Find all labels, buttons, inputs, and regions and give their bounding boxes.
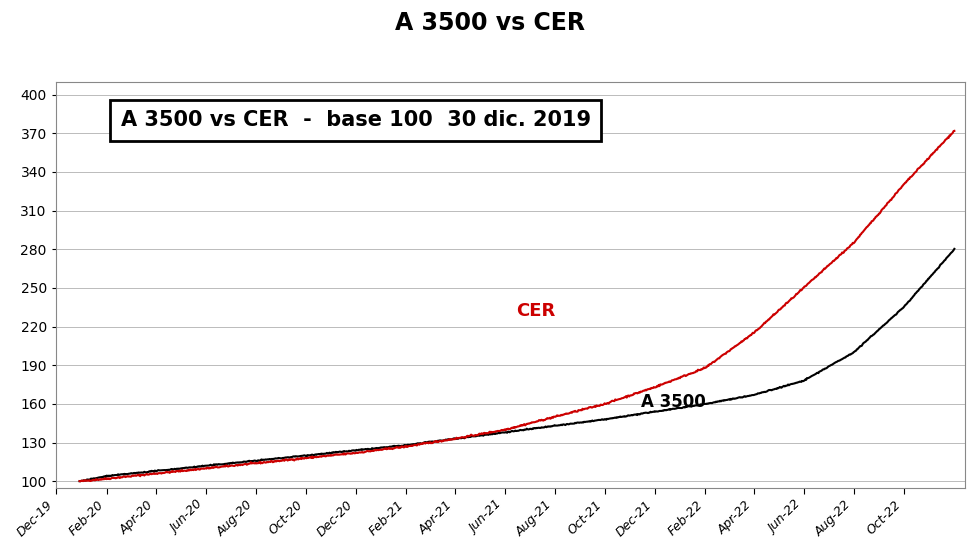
Line: A 3500: A 3500	[79, 249, 955, 481]
Text: CER: CER	[516, 302, 556, 320]
Text: A 3500 vs CER  -  base 100  30 dic. 2019: A 3500 vs CER - base 100 30 dic. 2019	[121, 110, 591, 130]
Text: A 3500: A 3500	[642, 393, 707, 411]
Text: A 3500 vs CER: A 3500 vs CER	[395, 11, 585, 35]
Line: CER: CER	[79, 131, 955, 481]
